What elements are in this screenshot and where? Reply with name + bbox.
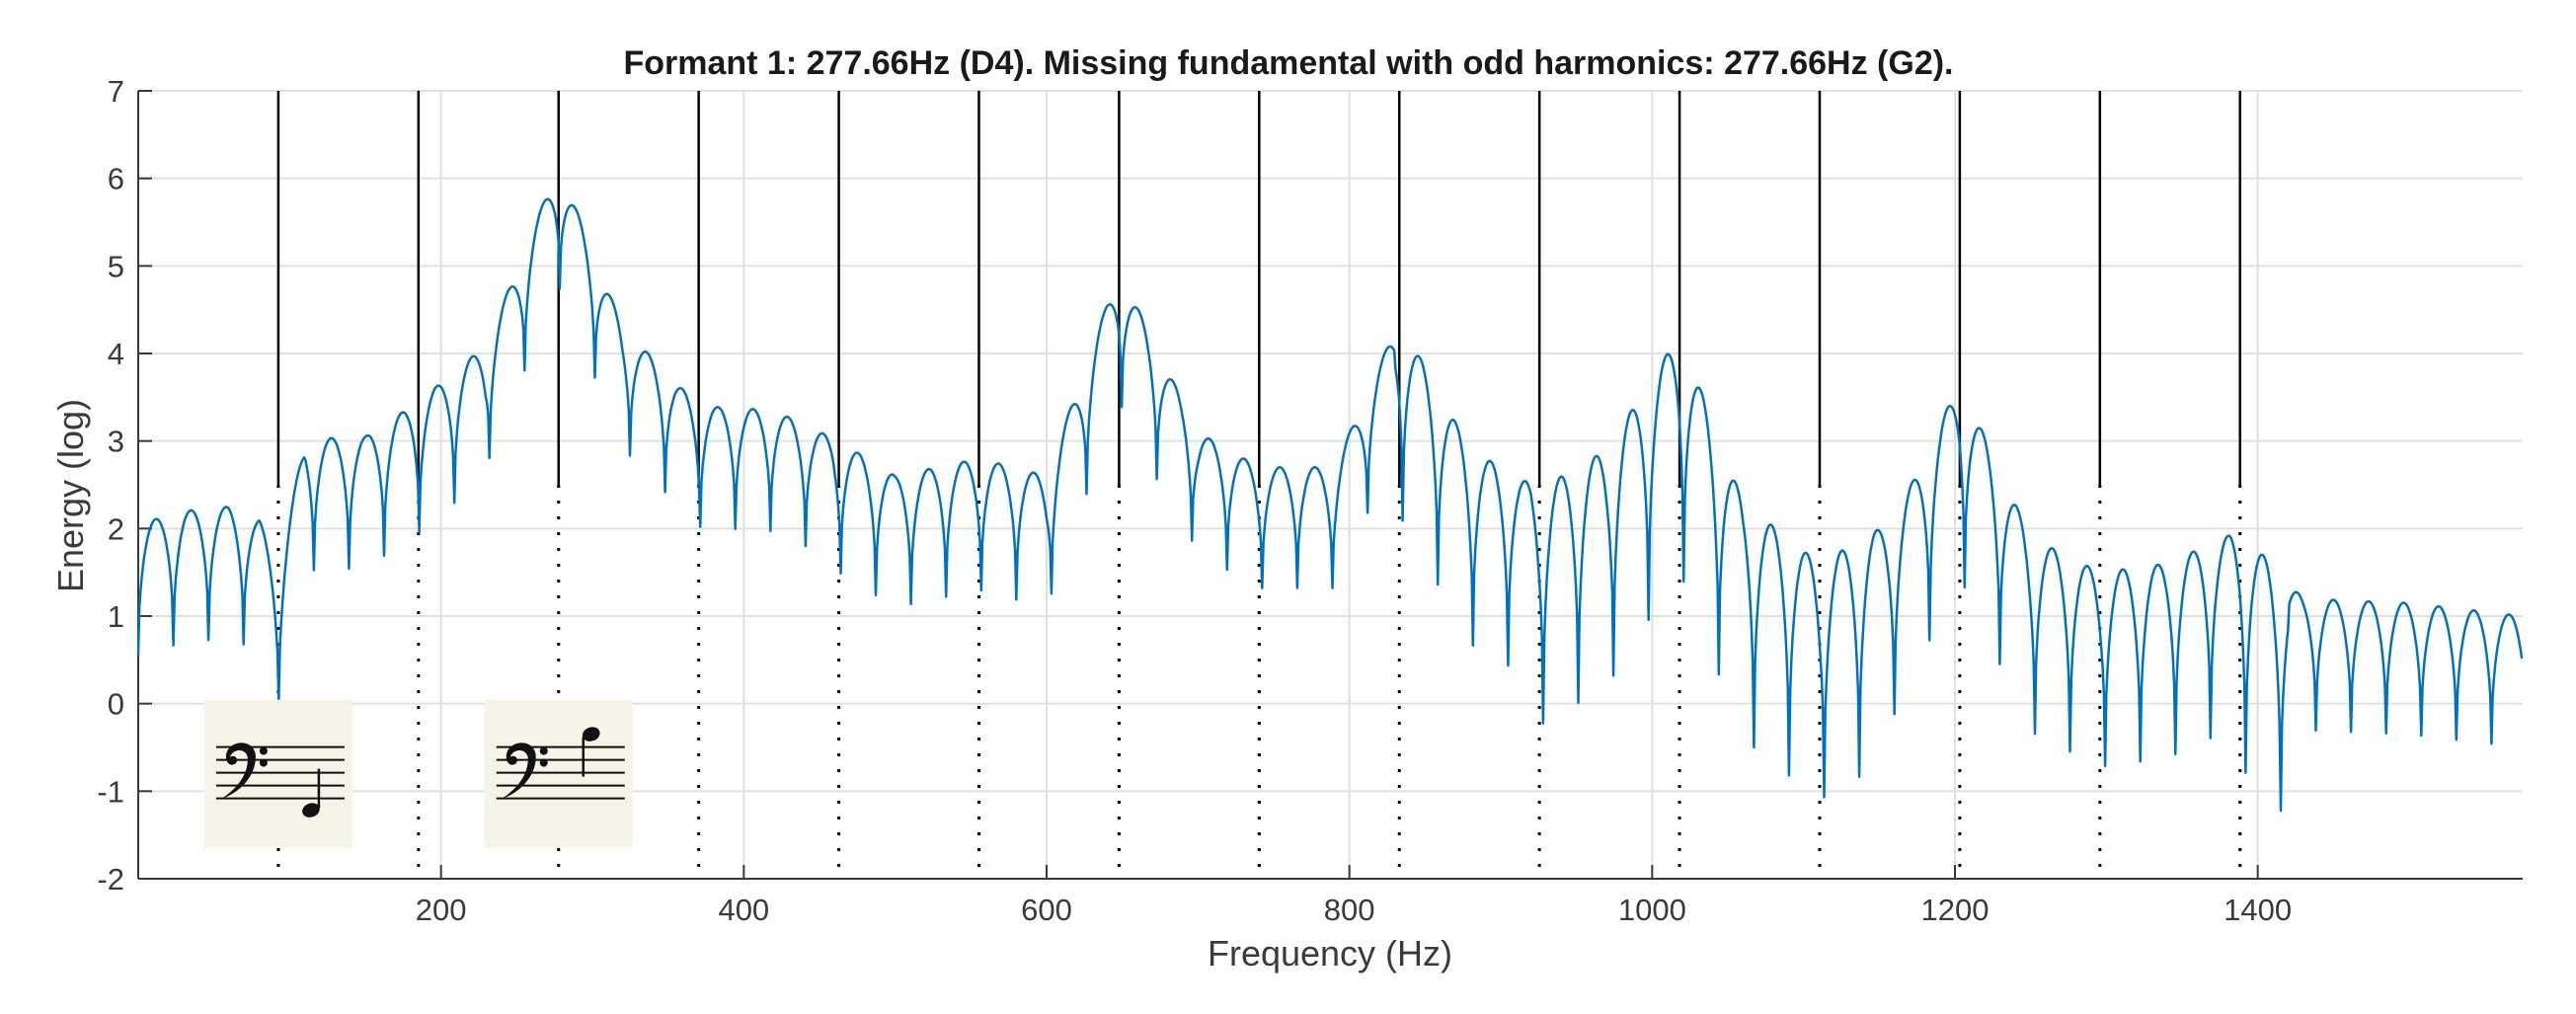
note-head xyxy=(582,727,600,741)
y-tick-label: -1 xyxy=(97,774,124,809)
x-tick-label: 600 xyxy=(1021,893,1072,927)
bass-clef-icon xyxy=(502,742,536,799)
y-tick-label: 0 xyxy=(108,687,124,722)
y-tick-label: 6 xyxy=(108,162,124,196)
bass-clef-low-note xyxy=(203,699,352,848)
note-head xyxy=(302,803,320,818)
spectrum-line xyxy=(136,197,2524,813)
grid-lines xyxy=(138,90,2523,880)
x-tick-label: 400 xyxy=(718,893,769,927)
y-tick-label: 2 xyxy=(108,511,124,546)
x-tick-label: 800 xyxy=(1324,893,1375,927)
y-tick-label: 5 xyxy=(108,249,124,283)
x-axis-label: Frequency (Hz) xyxy=(1208,933,1452,974)
clef-dot xyxy=(539,758,548,767)
chart-title: Formant 1: 277.66Hz (D4). Missing fundam… xyxy=(623,44,1953,82)
clef-dot xyxy=(259,746,268,755)
y-tick-label: 1 xyxy=(108,599,124,634)
axes: -2 -1 0 1 2 3 4 5 6 7 200 400 600 800 1000 1200 1400 xyxy=(97,74,2523,927)
clef-dot xyxy=(539,746,548,755)
x-tick-label: 1200 xyxy=(1921,893,1990,927)
harmonic-markers xyxy=(276,91,2242,879)
x-tick-label: 1400 xyxy=(2224,893,2292,927)
y-tick-label: 4 xyxy=(108,337,124,371)
music-notation-insets xyxy=(203,699,633,848)
y-axis-label: Energy (log) xyxy=(50,399,91,592)
y-tick-label: 3 xyxy=(108,425,124,459)
clef-dot xyxy=(259,758,268,767)
x-tick-label: 1000 xyxy=(1618,893,1686,927)
y-tick-label: 7 xyxy=(108,74,124,109)
bass-clef-high-note xyxy=(484,699,633,848)
spectrum-series xyxy=(136,197,2524,813)
x-tick-label: 200 xyxy=(416,893,467,927)
y-tick-label: -2 xyxy=(97,862,124,897)
bass-clef-icon xyxy=(221,742,256,799)
